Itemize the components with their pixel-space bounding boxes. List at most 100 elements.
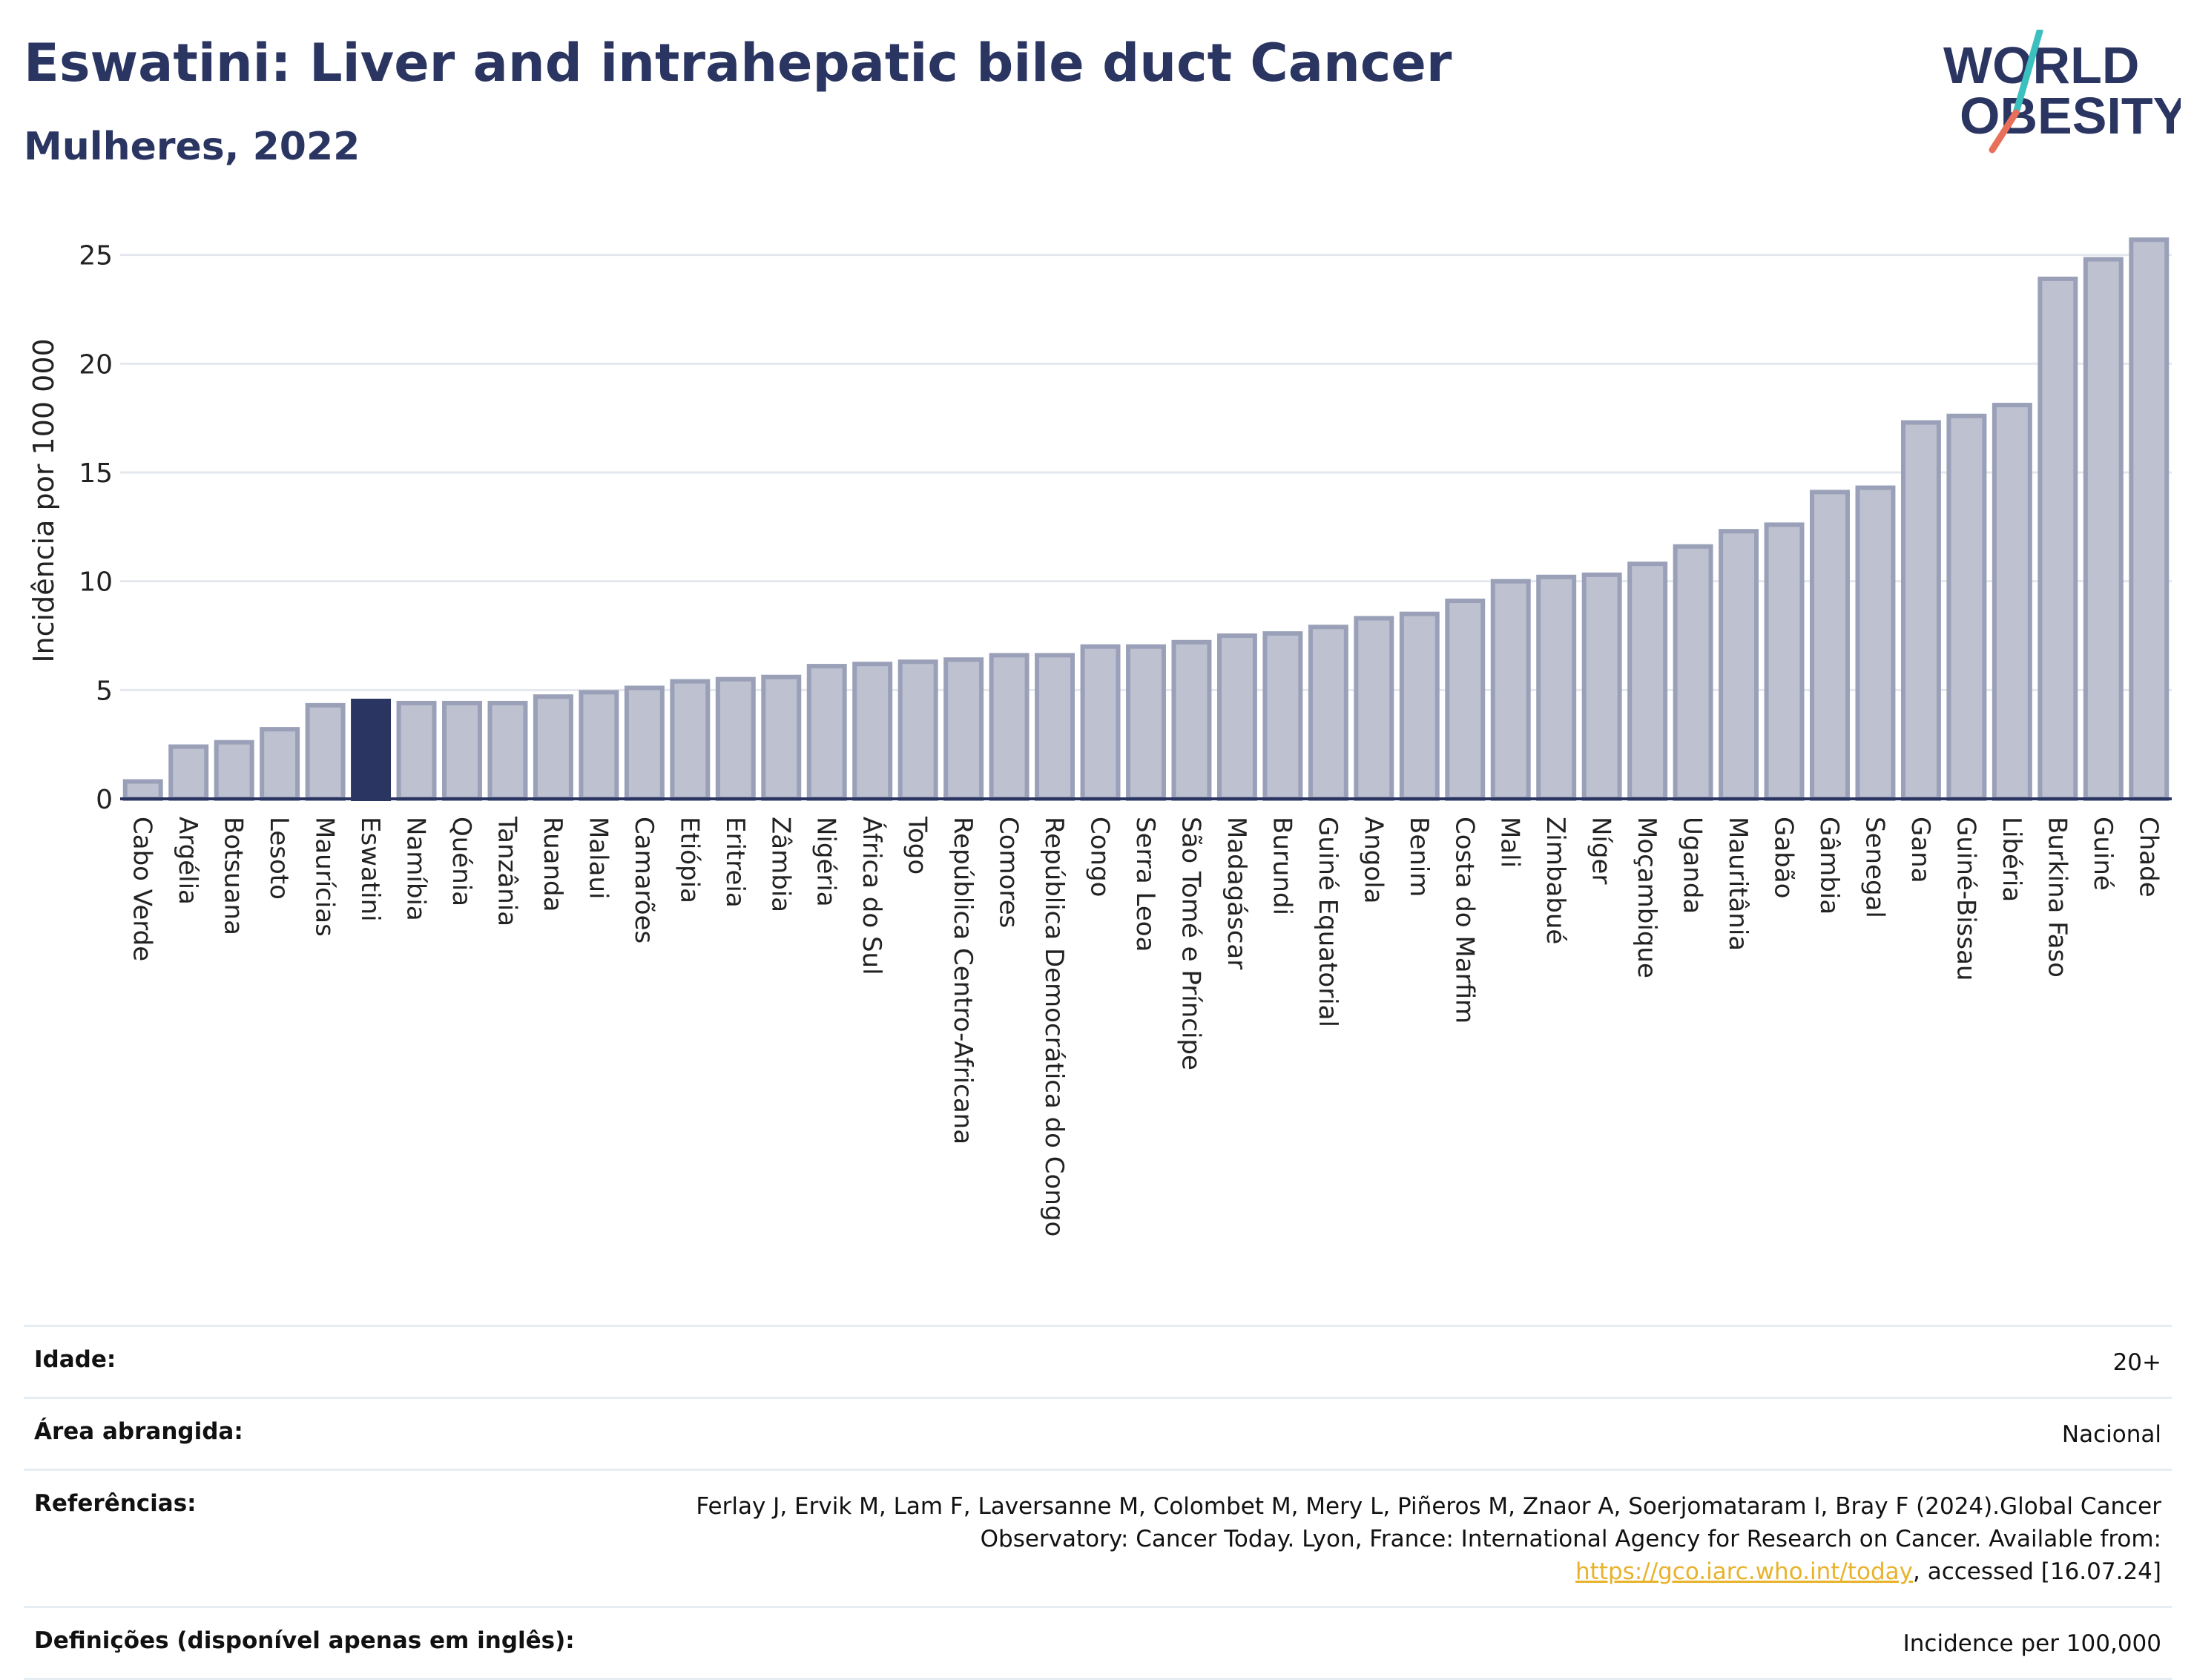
bars: [122, 237, 2170, 802]
bar-maurícias: [305, 702, 346, 801]
x-tick-label: Guiné-Bissau: [1951, 817, 1980, 981]
bar-burundi: [1262, 631, 1303, 801]
bar-angola: [1354, 616, 1394, 801]
info-label: Definições (disponível apenas em inglês)…: [34, 1627, 575, 1654]
logo-text-obesity: OBESITY: [1960, 87, 2181, 145]
bar-senegal: [1855, 485, 1896, 801]
bar-república-democrática-do-congo: [1035, 653, 1075, 802]
bar-nigéria: [806, 664, 847, 801]
bar-níger: [1581, 572, 1622, 801]
bar-cabo-verde: [122, 779, 163, 801]
reference-link[interactable]: https://gco.iarc.who.int/today: [1575, 1558, 1913, 1585]
bar-argélia: [168, 744, 209, 801]
bar-zâmbia: [761, 674, 802, 801]
x-tick-label: Ruanda: [538, 817, 567, 912]
y-axis-label: Incidência por 100 000: [27, 338, 60, 662]
x-tick-label: Benim: [1404, 817, 1434, 897]
info-row-definitions: Definições (disponível apenas em inglês)…: [24, 1606, 2172, 1680]
x-tick-label: Madagáscar: [1222, 817, 1251, 969]
x-tick-label: Uganda: [1678, 817, 1707, 914]
x-tick-label: Maurícias: [310, 817, 340, 937]
bar-uganda: [1673, 544, 1713, 801]
logo-slash-teal: [2012, 30, 2043, 116]
x-tick-label: Gana: [1905, 817, 1935, 883]
chart-subtitle: Mulheres, 2022: [24, 125, 360, 169]
x-tick-label: Congo: [1085, 817, 1115, 897]
bar-guiné-equatorial: [1308, 625, 1348, 801]
bar-congo: [1080, 644, 1121, 802]
bar-guiné: [2083, 257, 2124, 801]
y-tick-label: 10: [79, 567, 113, 598]
bar-guiné-bissau: [1946, 413, 1987, 801]
reference-text: Ferlay J, Ervik M, Lam F, Laversanne M, …: [696, 1493, 2161, 1552]
x-tick-label: Mauritânia: [1723, 817, 1753, 951]
info-label: Idade:: [34, 1346, 116, 1373]
bar-zimbabué: [1536, 574, 1577, 801]
x-tick-label: Quénia: [447, 817, 476, 906]
bar-comores: [989, 653, 1030, 802]
logo-slash-coral: [1989, 109, 2020, 154]
info-row-references: Referências: Ferlay J, Ervik M, Lam F, L…: [24, 1469, 2172, 1606]
x-tick-label: Cabo Verde: [128, 817, 157, 961]
bar-camarões: [624, 685, 665, 802]
x-tick-label: Gabão: [1769, 817, 1799, 898]
bar-gabão: [1764, 522, 1805, 802]
bar-chart: 0 5 10 15 20 25 Cabo Verde Argélia Botsuana Lesot…: [27, 237, 2172, 1236]
x-tick-label: Comores: [994, 817, 1024, 928]
x-tick-label: Namíbia: [401, 817, 431, 921]
x-tick-label: Moçambique: [1632, 817, 1661, 978]
bar-madagáscar: [1216, 633, 1257, 801]
info-value: Incidence per 100,000: [1903, 1630, 2161, 1657]
x-tick-label: Zâmbia: [765, 817, 795, 912]
info-row-age: Idade: 20+: [24, 1325, 2172, 1397]
x-tick-label: Tanzânia: [492, 816, 521, 926]
x-tick-label: Argélia: [173, 817, 202, 905]
y-tick-label: 20: [79, 349, 113, 380]
chart-title: Eswatini: Liver and intrahepatic bile du…: [24, 33, 1452, 93]
bar-mauritânia: [1719, 529, 1759, 801]
y-tick-label: 25: [79, 241, 113, 271]
x-tick-label: Eswatini: [355, 817, 385, 922]
bar-togo: [897, 659, 938, 802]
x-tick-label: Guiné: [2088, 817, 2118, 891]
x-tick-label: São Tomé e Príncipe: [1176, 817, 1205, 1070]
x-tick-label: Togo: [903, 816, 932, 874]
info-label: Referências:: [34, 1490, 197, 1517]
x-tick-label: Burkina Faso: [2042, 817, 2072, 978]
bar-etiópia: [670, 679, 711, 801]
x-tick-label: Costa do Marfim: [1449, 817, 1479, 1024]
x-tick-label: República Centro-Africana: [948, 817, 978, 1144]
info-value: Nacional: [2061, 1421, 2161, 1448]
x-tick-label: Mali: [1495, 817, 1525, 868]
x-tick-label: Níger: [1587, 817, 1616, 884]
bar-botsuana: [214, 739, 254, 802]
y-tick-label: 15: [79, 458, 113, 489]
x-tick-label: Gâmbia: [1814, 817, 1844, 915]
bar-moçambique: [1627, 561, 1668, 801]
bar-eritreia: [715, 676, 756, 802]
y-tick-label: 5: [96, 676, 113, 706]
x-tick-label: Malaui: [583, 817, 613, 899]
info-value: Ferlay J, Ervik M, Lam F, Laversanne M, …: [641, 1490, 2161, 1588]
bar-chade: [2129, 237, 2170, 801]
x-tick-label: África do Sul: [857, 817, 887, 975]
x-tick-label: Angola: [1358, 817, 1388, 903]
y-tick-label: 0: [96, 785, 113, 815]
x-tick-label: Burundi: [1267, 817, 1297, 915]
info-label: Área abrangida:: [34, 1418, 243, 1445]
bar-benim: [1399, 611, 1440, 802]
x-tick-label: Guiné Equatorial: [1313, 817, 1343, 1027]
reference-accessed: , accessed [16.07.24]: [1912, 1558, 2161, 1585]
world-obesity-logo: WORLD OBESITY: [1943, 30, 2181, 154]
bar-áfrica-do-sul: [852, 662, 893, 802]
x-tick-label: Etiópia: [674, 817, 704, 903]
x-tick-label: Eritreia: [720, 817, 750, 908]
bar-mali: [1490, 579, 1531, 802]
x-tick-label: Nigéria: [811, 817, 841, 907]
bar-lesoto: [260, 727, 300, 802]
x-tick-label: Lesoto: [264, 817, 294, 900]
bar-república-centro-africana: [943, 657, 984, 801]
x-tick-label: Senegal: [1859, 817, 1889, 918]
bar-eswatini: [351, 699, 392, 801]
x-tick-label: Camarões: [629, 817, 659, 943]
